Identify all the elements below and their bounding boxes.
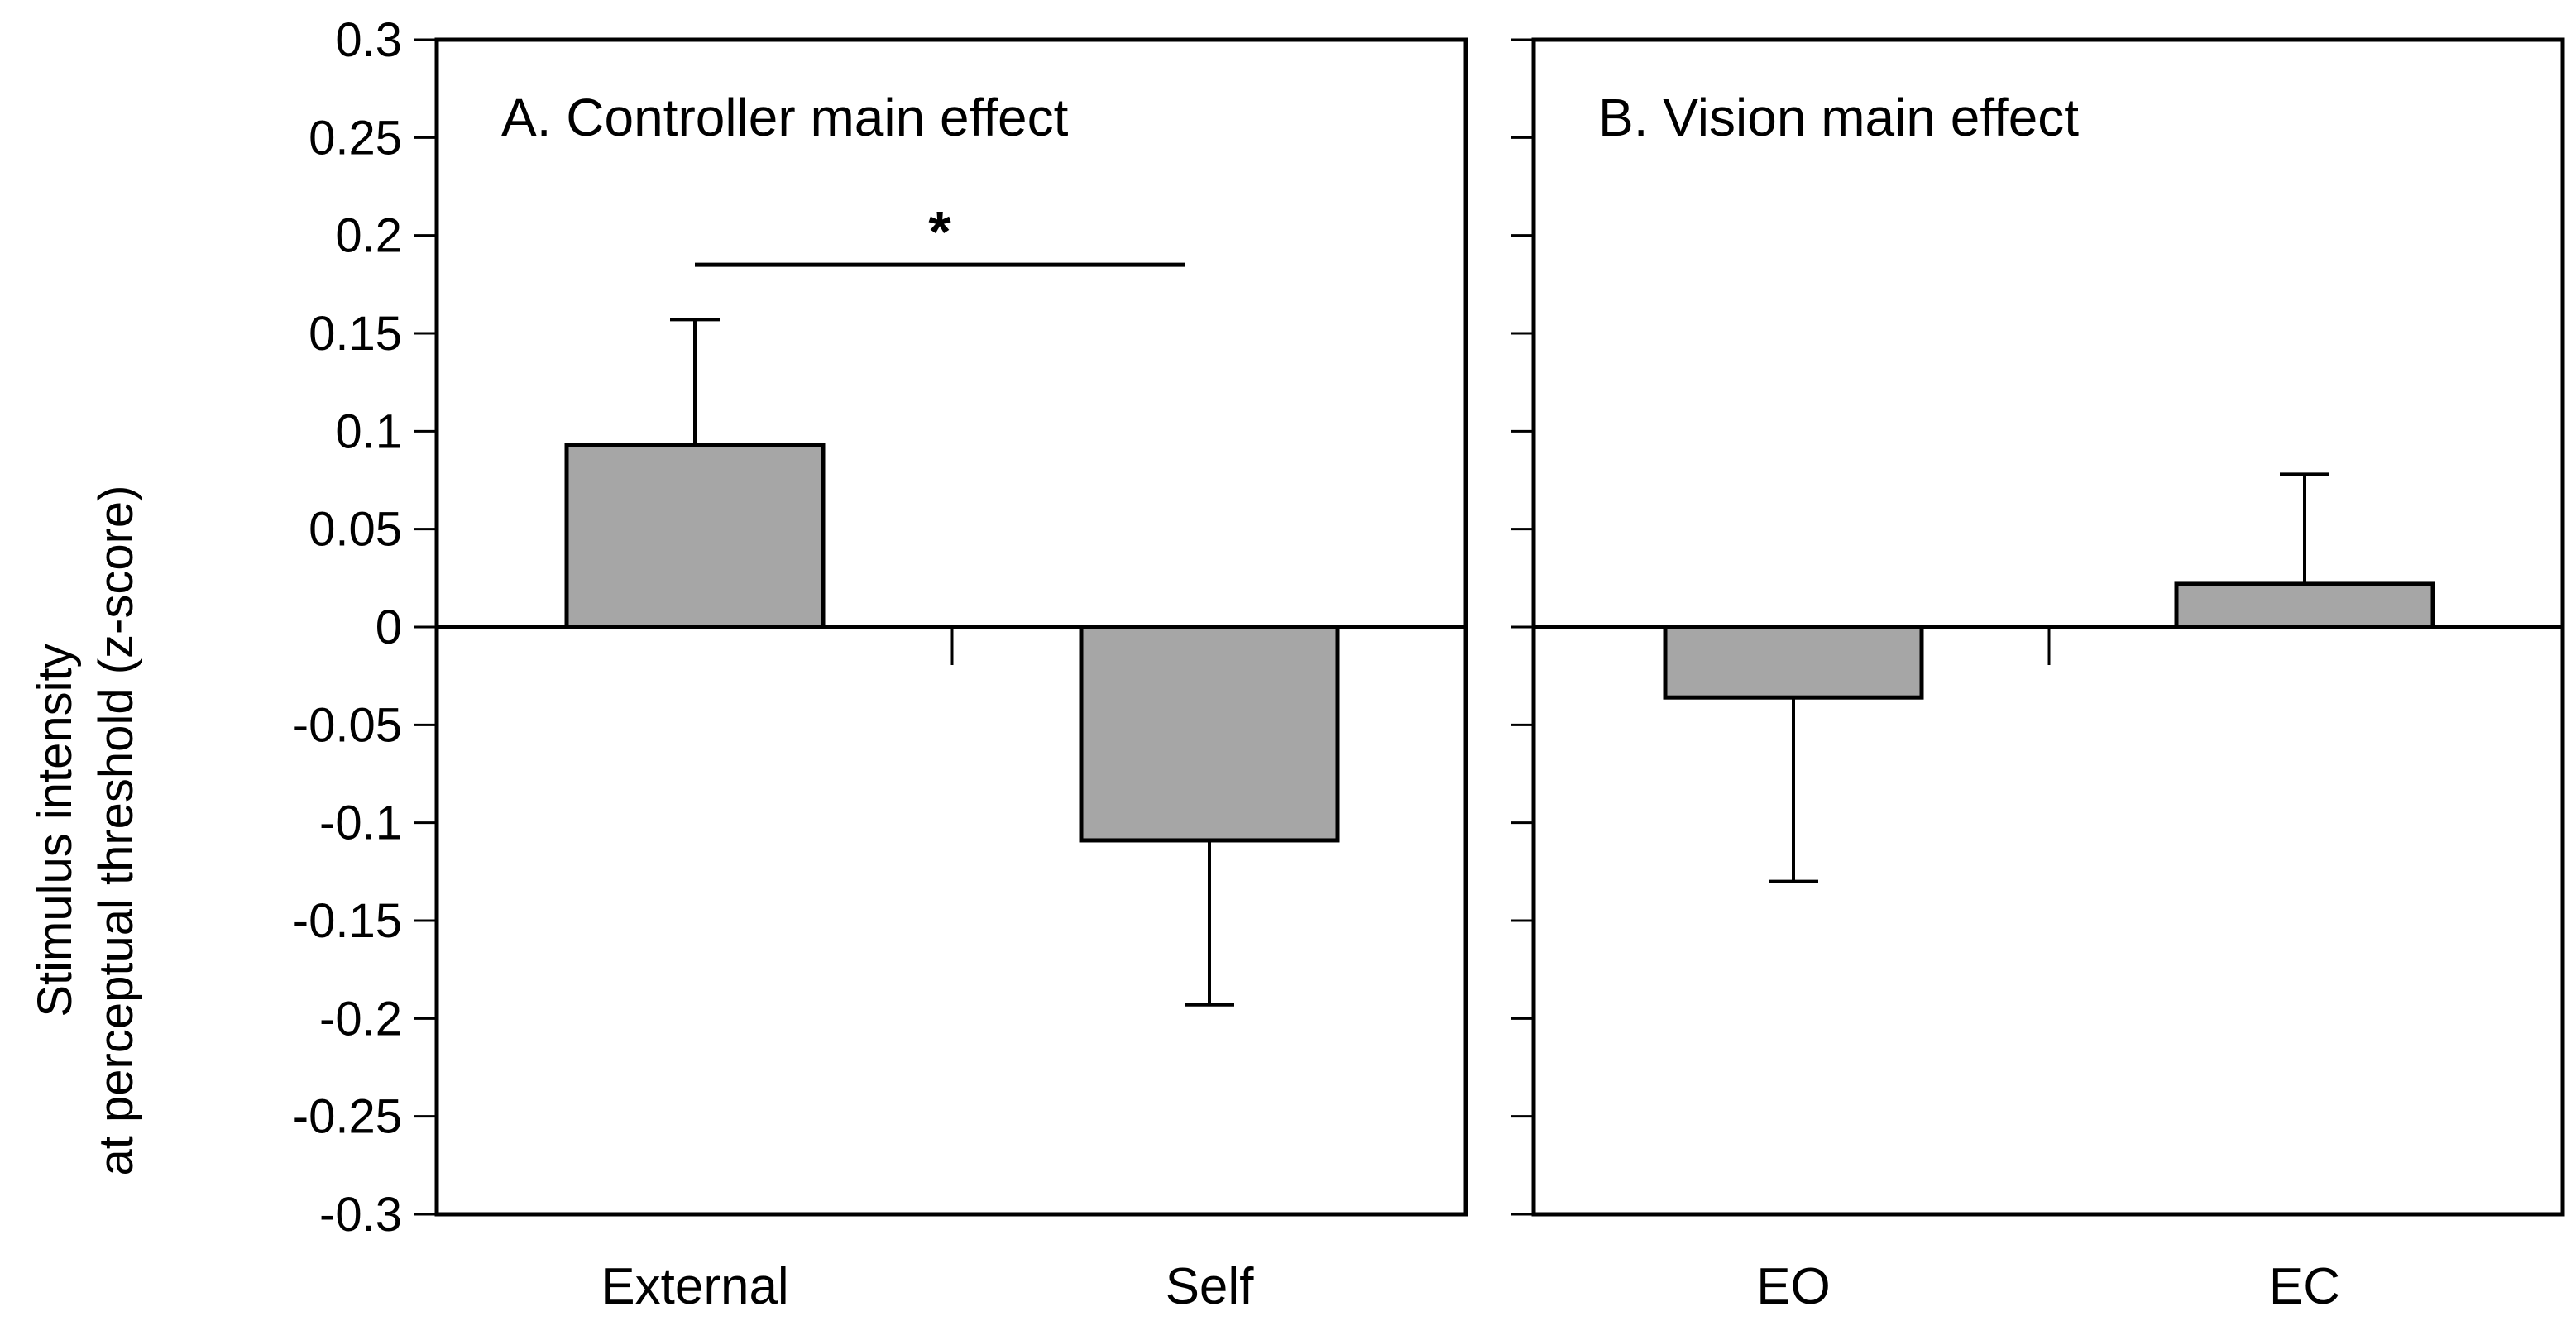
category-label-ec: EC	[2269, 1258, 2340, 1315]
y-tick-label: 0	[376, 601, 402, 654]
y-tick-label: 0.05	[309, 503, 402, 557]
y-tick-label: -0.15	[293, 894, 402, 948]
y-tick-label: -0.25	[293, 1090, 402, 1144]
panel-a: A. Controller main effect External Self *	[434, 37, 1468, 1315]
y-tick-label: 0.15	[309, 307, 402, 361]
bar-self	[1079, 625, 1340, 843]
category-label-external: External	[601, 1258, 788, 1315]
y-tick-label: 0.25	[309, 111, 402, 165]
bar-ec	[2174, 581, 2435, 629]
panel-title: A. Controller main effect	[501, 88, 1069, 147]
y-tick-label: -0.05	[293, 698, 402, 752]
category-label-self: Self	[1166, 1258, 1255, 1315]
y-axis-label-line-2: at perceptual threshold (z-score)	[89, 486, 143, 1176]
bar-eo	[1663, 625, 1924, 700]
y-axis-label-line-1: Stimulus intensity	[28, 644, 82, 1017]
panel-title: B. Vision main effect	[1598, 88, 2079, 147]
y-tick-label: -0.2	[319, 992, 402, 1046]
y-tick-label: 0.1	[335, 404, 402, 458]
significance-star: *	[928, 199, 951, 264]
y-tick-label: 0.3	[335, 13, 402, 67]
panels: A. Controller main effect External Self * B.…	[434, 37, 2565, 1315]
category-label-eo: EO	[1756, 1258, 1831, 1315]
y-tick-label: 0.2	[335, 209, 402, 263]
y-axis-label: Stimulus intensity at perceptual thresho…	[28, 486, 143, 1176]
panel-b: B. Vision main effect EO EC	[1511, 37, 2565, 1315]
y-tick-label: -0.3	[319, 1188, 402, 1242]
bar-external	[564, 443, 826, 629]
y-axis: 0.3 0.25 0.2 0.15 0.1 0.05 0 -0.05 -0.1 -0.15 -0.2…	[293, 13, 437, 1242]
y-tick-label: -0.1	[319, 797, 402, 850]
